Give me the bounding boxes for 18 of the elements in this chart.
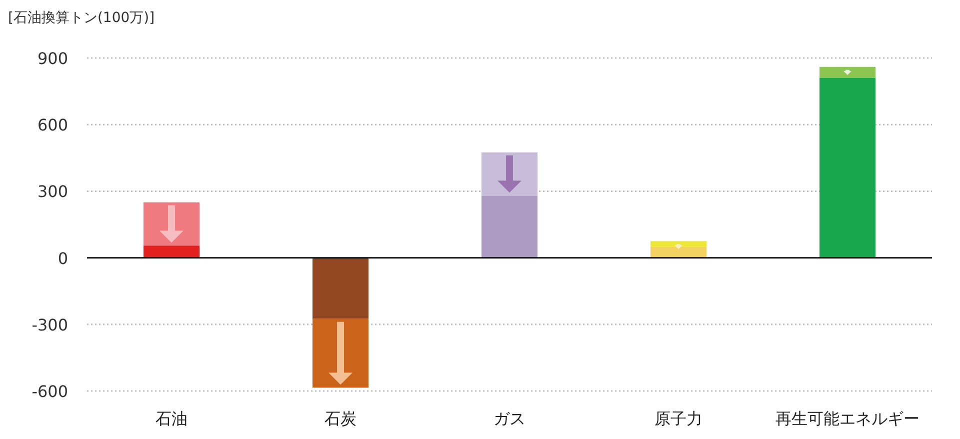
x-tick-label: ガス bbox=[494, 409, 526, 428]
bar bbox=[820, 78, 876, 258]
bar bbox=[312, 258, 368, 319]
x-tick-label: 石炭 bbox=[324, 409, 356, 428]
y-axis-title: [石油換算トン(100万)] bbox=[8, 10, 155, 26]
y-tick-label: 0 bbox=[58, 248, 68, 268]
y-tick-label: 600 bbox=[37, 116, 68, 135]
y-tick-label: 900 bbox=[37, 49, 68, 68]
bar bbox=[820, 66, 876, 78]
bar bbox=[144, 246, 200, 258]
bar bbox=[650, 246, 706, 258]
x-tick-label: 原子力 bbox=[654, 409, 702, 428]
y-tick-label: 300 bbox=[37, 182, 68, 202]
x-tick-label: 石油 bbox=[156, 409, 188, 428]
x-tick-label: 再生可能エネルギー bbox=[776, 409, 920, 428]
y-tick-label: -600 bbox=[32, 382, 68, 401]
y-tick-label: -300 bbox=[32, 315, 68, 334]
bar bbox=[482, 196, 538, 258]
